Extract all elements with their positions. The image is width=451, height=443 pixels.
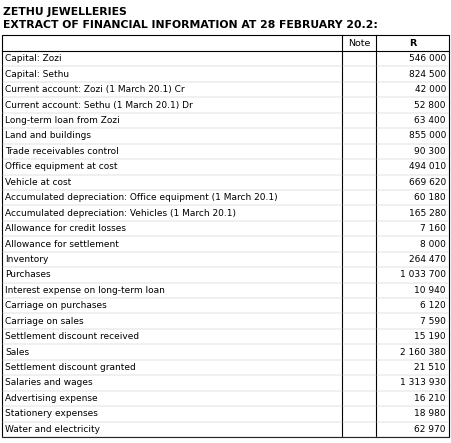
Text: Accumulated depreciation: Vehicles (1 March 20.1): Accumulated depreciation: Vehicles (1 Ma…: [5, 209, 236, 218]
Text: 855 000: 855 000: [409, 132, 446, 140]
Text: 15 190: 15 190: [414, 332, 446, 341]
Text: 42 000: 42 000: [414, 85, 446, 94]
Text: 264 470: 264 470: [409, 255, 446, 264]
Text: R: R: [409, 39, 416, 47]
Text: 669 620: 669 620: [409, 178, 446, 187]
Text: Note: Note: [348, 39, 370, 47]
Text: 62 970: 62 970: [414, 425, 446, 434]
Text: Capital: Zozi: Capital: Zozi: [5, 54, 62, 63]
Text: ZETHU JEWELLERIES: ZETHU JEWELLERIES: [3, 7, 127, 17]
Text: Capital: Sethu: Capital: Sethu: [5, 70, 69, 79]
Text: 10 940: 10 940: [414, 286, 446, 295]
Text: Stationery expenses: Stationery expenses: [5, 409, 98, 418]
Text: Inventory: Inventory: [5, 255, 48, 264]
Text: 90 300: 90 300: [414, 147, 446, 156]
Text: Long-term loan from Zozi: Long-term loan from Zozi: [5, 116, 120, 125]
Text: Allowance for credit losses: Allowance for credit losses: [5, 224, 126, 233]
Text: Current account: Zozi (1 March 20.1) Cr: Current account: Zozi (1 March 20.1) Cr: [5, 85, 184, 94]
Text: Carriage on sales: Carriage on sales: [5, 317, 83, 326]
Text: Water and electricity: Water and electricity: [5, 425, 100, 434]
Text: 494 010: 494 010: [409, 162, 446, 171]
Text: Salaries and wages: Salaries and wages: [5, 378, 92, 388]
Text: 2 160 380: 2 160 380: [400, 348, 446, 357]
Text: 1 033 700: 1 033 700: [400, 270, 446, 280]
Text: Interest expense on long-term loan: Interest expense on long-term loan: [5, 286, 165, 295]
Text: 824 500: 824 500: [409, 70, 446, 79]
Text: 21 510: 21 510: [414, 363, 446, 372]
Text: 16 210: 16 210: [414, 394, 446, 403]
Text: 18 980: 18 980: [414, 409, 446, 418]
Text: 8 000: 8 000: [420, 240, 446, 249]
Text: Allowance for settlement: Allowance for settlement: [5, 240, 119, 249]
Text: Settlement discount granted: Settlement discount granted: [5, 363, 136, 372]
Text: Office equipment at cost: Office equipment at cost: [5, 162, 118, 171]
Text: Carriage on purchases: Carriage on purchases: [5, 301, 107, 310]
Text: Land and buildings: Land and buildings: [5, 132, 91, 140]
Text: EXTRACT OF FINANCIAL INFORMATION AT 28 FEBRUARY 20.2:: EXTRACT OF FINANCIAL INFORMATION AT 28 F…: [3, 20, 378, 30]
Text: 63 400: 63 400: [414, 116, 446, 125]
Text: Sales: Sales: [5, 348, 29, 357]
Text: 1 313 930: 1 313 930: [400, 378, 446, 388]
Text: Vehicle at cost: Vehicle at cost: [5, 178, 71, 187]
Text: 60 180: 60 180: [414, 193, 446, 202]
Text: 165 280: 165 280: [409, 209, 446, 218]
Text: Accumulated depreciation: Office equipment (1 March 20.1): Accumulated depreciation: Office equipme…: [5, 193, 278, 202]
Text: 7 590: 7 590: [420, 317, 446, 326]
Text: 52 800: 52 800: [414, 101, 446, 109]
Text: Current account: Sethu (1 March 20.1) Dr: Current account: Sethu (1 March 20.1) Dr: [5, 101, 193, 109]
Text: Advertising expense: Advertising expense: [5, 394, 97, 403]
Text: 546 000: 546 000: [409, 54, 446, 63]
Text: Trade receivables control: Trade receivables control: [5, 147, 119, 156]
Text: 7 160: 7 160: [420, 224, 446, 233]
Text: Settlement discount received: Settlement discount received: [5, 332, 139, 341]
Text: 6 120: 6 120: [420, 301, 446, 310]
Text: Purchases: Purchases: [5, 270, 51, 280]
